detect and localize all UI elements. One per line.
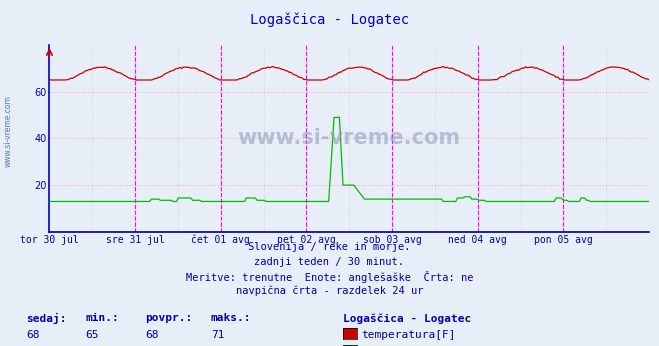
Text: maks.:: maks.: xyxy=(211,313,251,323)
Text: 71: 71 xyxy=(211,330,224,340)
Text: www.si-vreme.com: www.si-vreme.com xyxy=(238,128,461,148)
Text: min.:: min.: xyxy=(86,313,119,323)
Text: 65: 65 xyxy=(86,330,99,340)
Text: Logaščica - Logatec: Logaščica - Logatec xyxy=(343,313,471,324)
Text: www.si-vreme.com: www.si-vreme.com xyxy=(3,95,13,167)
Text: 68: 68 xyxy=(26,330,40,340)
Text: Slovenija / reke in morje.: Slovenija / reke in morje. xyxy=(248,242,411,252)
Text: zadnji teden / 30 minut.: zadnji teden / 30 minut. xyxy=(254,257,405,267)
Text: povpr.:: povpr.: xyxy=(145,313,192,323)
Text: 68: 68 xyxy=(145,330,158,340)
Text: navpična črta - razdelek 24 ur: navpična črta - razdelek 24 ur xyxy=(236,286,423,296)
Text: temperatura[F]: temperatura[F] xyxy=(361,330,455,340)
Text: sedaj:: sedaj: xyxy=(26,313,67,324)
Text: Meritve: trenutne  Enote: anglešaške  Črta: ne: Meritve: trenutne Enote: anglešaške Črta… xyxy=(186,271,473,283)
Text: Logaščica - Logatec: Logaščica - Logatec xyxy=(250,12,409,27)
